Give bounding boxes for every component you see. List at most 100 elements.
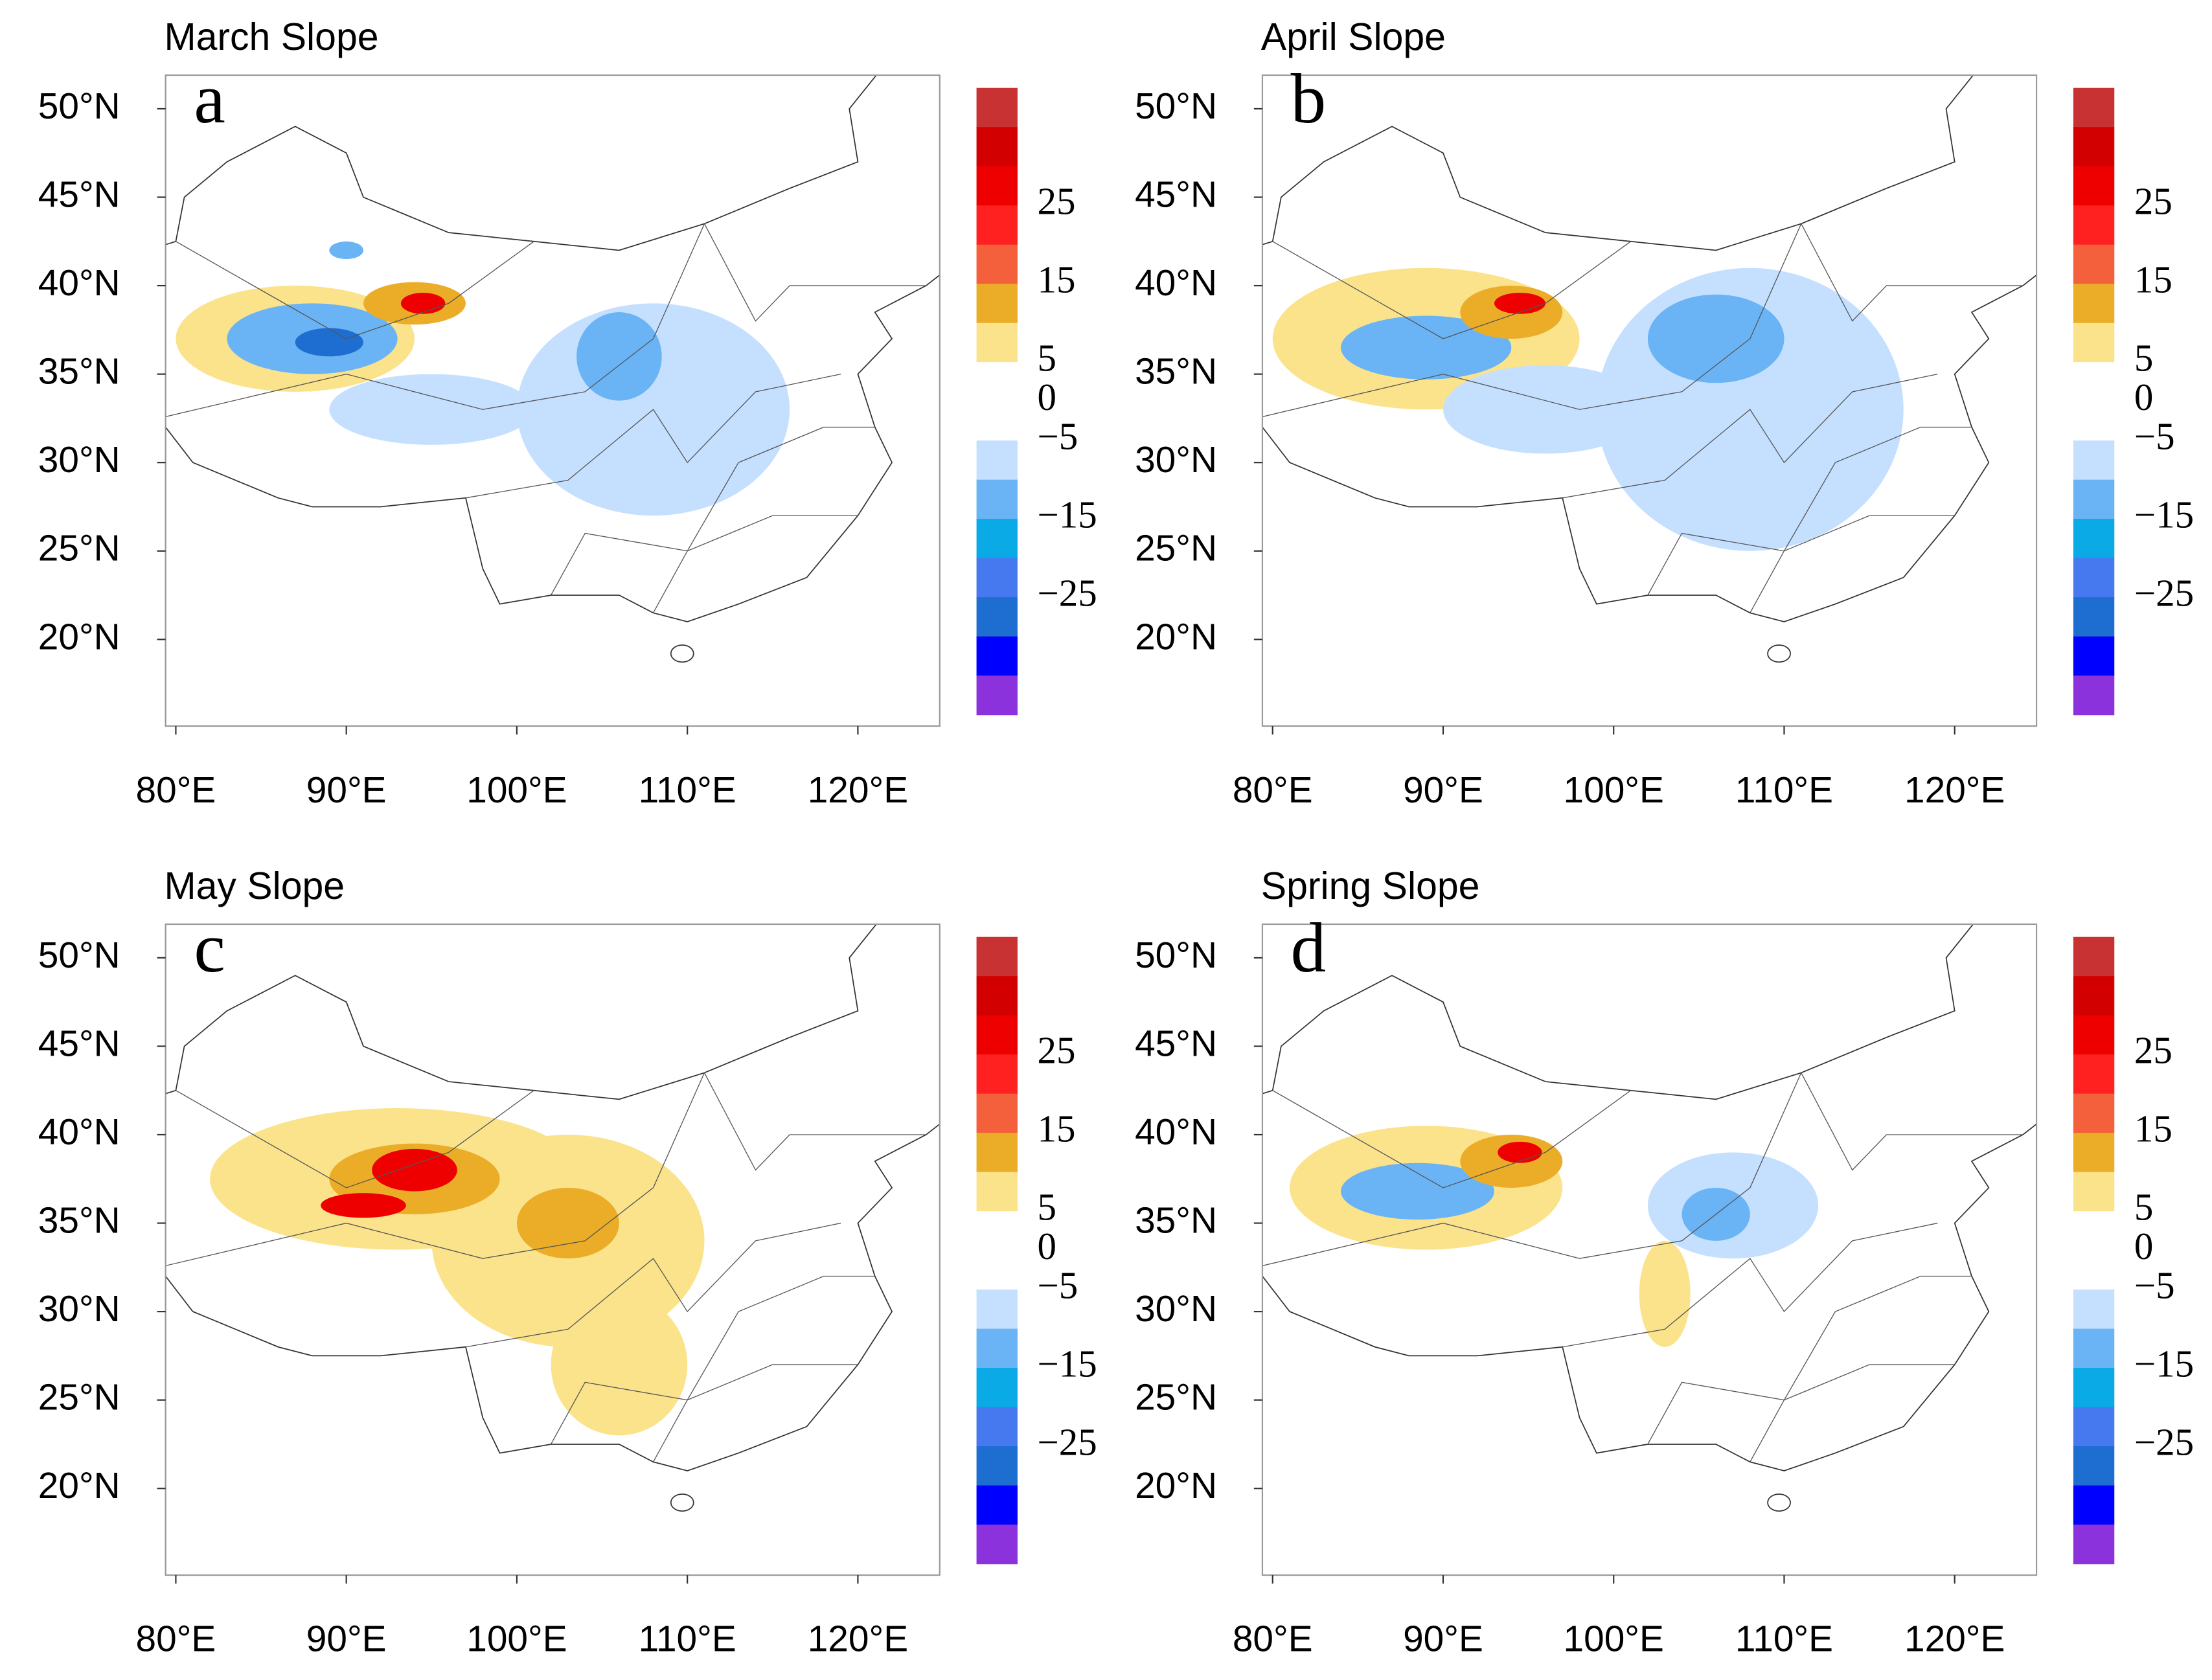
colorbar-label: 25 bbox=[1038, 180, 1076, 223]
province-line bbox=[465, 373, 841, 499]
field-blob bbox=[1639, 1240, 1691, 1347]
colorbar-box bbox=[976, 519, 1018, 559]
colorbar-label: 15 bbox=[1038, 1107, 1076, 1150]
colorbar-box bbox=[2073, 166, 2115, 206]
province-line bbox=[652, 1275, 875, 1462]
plot-frame bbox=[1261, 74, 2038, 727]
field-blob bbox=[329, 374, 534, 445]
colorbar-label: −15 bbox=[2134, 494, 2194, 536]
colorbar-box bbox=[2073, 1211, 2115, 1251]
colorbar-box bbox=[976, 1172, 1018, 1212]
province-line bbox=[1562, 373, 1938, 499]
colorbar-label: 15 bbox=[1038, 258, 1076, 301]
y-tick-label: 45°N bbox=[1135, 1023, 1217, 1064]
colorbar-box bbox=[976, 166, 1018, 206]
colorbar-label: 0 bbox=[2134, 376, 2153, 418]
colorbar-box bbox=[2073, 440, 2115, 481]
province-line bbox=[1801, 223, 2024, 322]
colorbar-label: 15 bbox=[2134, 1107, 2172, 1150]
colorbar-box bbox=[976, 636, 1018, 676]
y-tick-label: 50°N bbox=[1135, 935, 1217, 976]
colorbar-box bbox=[976, 244, 1018, 284]
field-blob bbox=[1341, 315, 1512, 380]
panel-title: April Slope bbox=[1261, 16, 1446, 58]
x-tick-label: 90°E bbox=[306, 770, 387, 811]
x-tick-label: 80°E bbox=[1233, 1619, 1313, 1660]
x-tick-label: 110°E bbox=[1735, 770, 1833, 811]
y-tick-label: 40°N bbox=[1135, 263, 1217, 304]
y-tick-label: 35°N bbox=[1135, 1201, 1217, 1242]
y-tick-label: 30°N bbox=[38, 1289, 120, 1330]
x-tick-label: 100°E bbox=[466, 1619, 567, 1660]
province-line bbox=[1272, 241, 1631, 339]
map-area bbox=[1262, 75, 2037, 663]
colorbar-label: 5 bbox=[2134, 1186, 2153, 1229]
x-tick-label: 120°E bbox=[808, 1619, 908, 1660]
province-line bbox=[165, 223, 705, 418]
y-tick-label: 30°N bbox=[1135, 440, 1217, 481]
field-blob bbox=[1341, 1163, 1494, 1220]
colorbar-box bbox=[2073, 284, 2115, 324]
field-blob bbox=[1494, 292, 1545, 314]
field-blob bbox=[1647, 294, 1784, 383]
colorbar-box bbox=[976, 323, 1018, 363]
colorbar-box bbox=[2073, 205, 2115, 245]
map-area bbox=[165, 924, 940, 1512]
field-blob bbox=[295, 328, 363, 357]
colorbar-box bbox=[976, 1407, 1018, 1447]
panel-letter: a bbox=[194, 60, 225, 138]
colorbar-box bbox=[976, 1133, 1018, 1173]
panel-letter: b bbox=[1291, 60, 1327, 138]
colorbar-box bbox=[2073, 479, 2115, 519]
y-tick-label: 25°N bbox=[1135, 528, 1217, 569]
colorbar-box bbox=[976, 479, 1018, 519]
province-line bbox=[165, 1073, 705, 1267]
plot-frame bbox=[165, 923, 941, 1576]
x-tick-label: 90°E bbox=[306, 1619, 387, 1660]
colorbar-box bbox=[976, 362, 1018, 402]
x-tick-label: 120°E bbox=[1904, 770, 2005, 811]
colorbar-box bbox=[2073, 1054, 2115, 1095]
colorbar-box bbox=[976, 1368, 1018, 1408]
y-tick-label: 35°N bbox=[1135, 352, 1217, 392]
province-line bbox=[1750, 1275, 1972, 1462]
y-tick-label: 25°N bbox=[1135, 1378, 1217, 1418]
colorbar-label: −25 bbox=[1038, 572, 1097, 615]
colorbar-box bbox=[976, 1054, 1018, 1095]
colorbar-box bbox=[976, 1525, 1018, 1565]
colorbar-label: −15 bbox=[1038, 494, 1097, 536]
island bbox=[670, 1493, 694, 1512]
island bbox=[670, 644, 694, 663]
colorbar-label: 5 bbox=[2134, 337, 2153, 380]
panel-title: March Slope bbox=[164, 16, 378, 58]
field-blob bbox=[400, 292, 446, 314]
colorbar-box bbox=[2073, 636, 2115, 676]
field-blob bbox=[576, 312, 662, 401]
colorbar-box bbox=[2073, 244, 2115, 284]
colorbar-box bbox=[976, 976, 1018, 1016]
map-area bbox=[165, 75, 940, 663]
province-line bbox=[1262, 223, 1802, 418]
province-line bbox=[1272, 1090, 1631, 1188]
colorbar-box bbox=[2073, 675, 2115, 716]
colorbar-box bbox=[976, 1446, 1018, 1486]
y-tick-label: 25°N bbox=[38, 528, 120, 569]
y-tick-label: 50°N bbox=[1135, 86, 1217, 127]
colorbar-box bbox=[2073, 1133, 2115, 1173]
colorbar-box bbox=[2073, 976, 2115, 1016]
province-line bbox=[1801, 1073, 2024, 1171]
country-outline bbox=[1262, 75, 2037, 622]
x-tick-label: 100°E bbox=[1564, 770, 1664, 811]
province-line bbox=[1262, 1073, 1802, 1267]
colorbar-box bbox=[2073, 87, 2115, 128]
field-blob bbox=[329, 241, 363, 260]
map-area bbox=[1262, 924, 2037, 1512]
x-tick-label: 120°E bbox=[1904, 1619, 2005, 1660]
province-line bbox=[550, 515, 858, 596]
x-tick-label: 120°E bbox=[808, 770, 908, 811]
colorbar-box bbox=[976, 284, 1018, 324]
country-outline bbox=[165, 75, 940, 622]
